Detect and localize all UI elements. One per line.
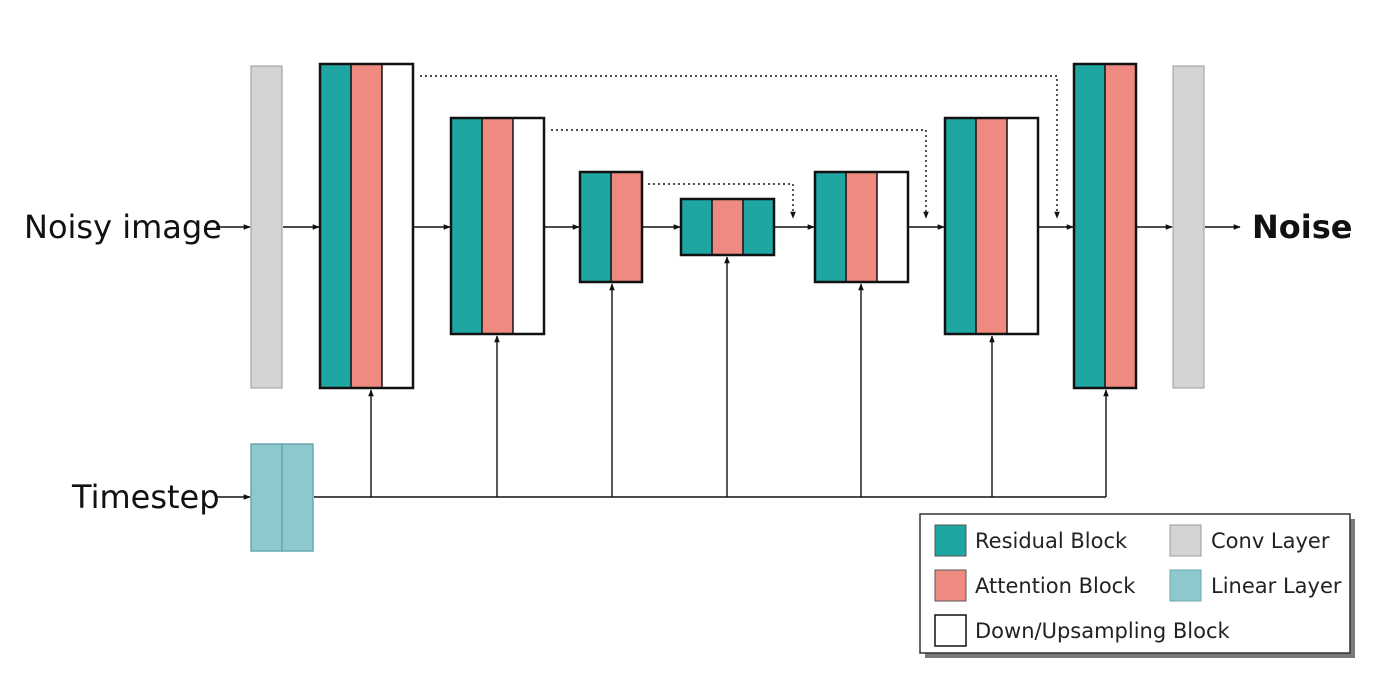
sampling-cell xyxy=(513,118,544,334)
encoder-block-1 xyxy=(318,62,415,390)
residual-cell xyxy=(945,118,976,334)
legend-swatch-attention xyxy=(934,569,967,602)
linear-layer-2 xyxy=(281,443,314,552)
encoder-block-3 xyxy=(578,170,644,284)
timestep-connections xyxy=(216,256,1109,500)
residual-cell xyxy=(743,199,774,255)
sampling-cell xyxy=(877,172,908,282)
attention-cell xyxy=(482,118,513,334)
attention-cell xyxy=(976,118,1007,334)
legend-swatch-linear xyxy=(1169,569,1202,602)
attention-cell xyxy=(712,199,743,255)
bottleneck-block xyxy=(679,197,776,257)
legend-swatch-conv xyxy=(1169,524,1202,557)
attention-cell xyxy=(1105,64,1136,388)
decoder-block-3 xyxy=(1072,62,1138,390)
attention-cell xyxy=(846,172,877,282)
timestep-embedding xyxy=(250,443,314,552)
residual-cell xyxy=(451,118,482,334)
linear-layer-1 xyxy=(250,443,283,552)
attention-cell xyxy=(351,64,382,388)
sampling-cell xyxy=(1007,118,1038,334)
output-label: Noise xyxy=(1252,208,1352,246)
residual-cell xyxy=(681,199,712,255)
encoder-block-2 xyxy=(449,116,546,336)
input-label: Noisy image xyxy=(24,208,222,246)
skip-connections xyxy=(420,75,1060,219)
legend-label-attention: Attention Block xyxy=(975,574,1136,598)
conv-layer-input xyxy=(250,65,283,389)
conv-layer-output xyxy=(1172,65,1205,389)
decoder-block-1 xyxy=(813,170,910,284)
legend-swatch-residual xyxy=(934,524,967,557)
legend-label-linear: Linear Layer xyxy=(1211,574,1342,598)
legend-label-sampling: Down/Upsampling Block xyxy=(975,619,1230,643)
legend-swatch-sampling xyxy=(934,614,967,647)
legend-label-conv: Conv Layer xyxy=(1211,529,1330,553)
residual-cell xyxy=(815,172,846,282)
residual-cell xyxy=(320,64,351,388)
attention-cell xyxy=(611,172,642,282)
decoder-block-2 xyxy=(943,116,1040,336)
residual-cell xyxy=(580,172,611,282)
sampling-cell xyxy=(382,64,413,388)
timestep-label: Timestep xyxy=(71,478,220,516)
residual-cell xyxy=(1074,64,1105,388)
legend: Residual Block Conv Layer Attention Bloc… xyxy=(919,513,1355,658)
legend-label-residual: Residual Block xyxy=(975,529,1128,553)
